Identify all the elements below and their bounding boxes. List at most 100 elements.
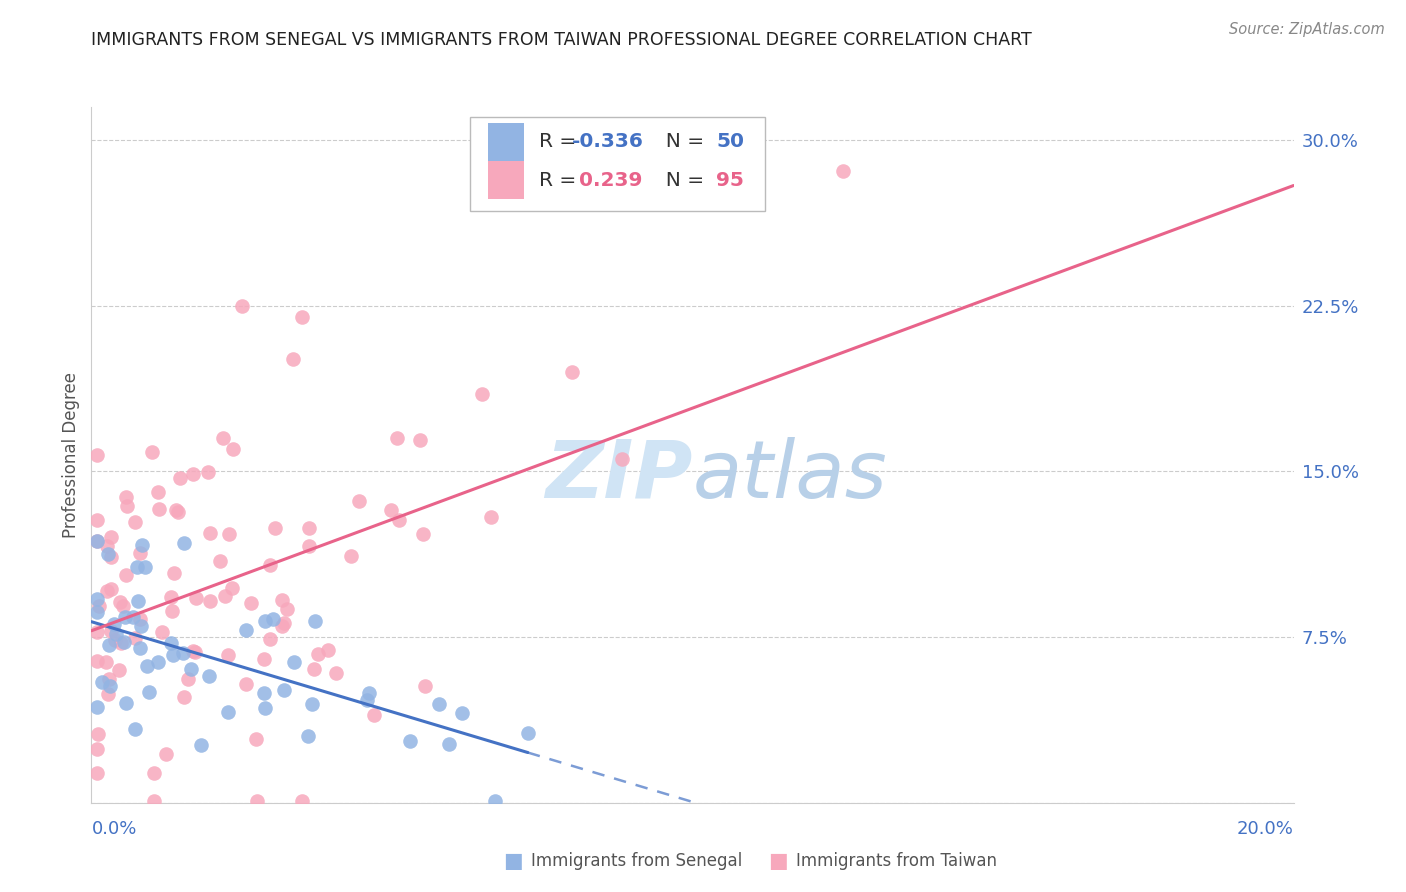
Point <box>124 632 146 646</box>
Point <box>131 619 153 633</box>
Point <box>131 538 153 552</box>
Point <box>356 692 378 706</box>
Point <box>212 431 235 445</box>
Point <box>231 299 253 313</box>
Point <box>100 624 122 638</box>
Point <box>304 615 326 629</box>
Point <box>271 592 294 607</box>
Text: N =: N = <box>652 170 710 190</box>
Point <box>146 655 169 669</box>
Point <box>190 739 212 753</box>
FancyBboxPatch shape <box>470 118 765 211</box>
Point <box>115 491 138 505</box>
Point <box>114 609 136 624</box>
Point <box>831 164 853 178</box>
Text: Source: ZipAtlas.com: Source: ZipAtlas.com <box>1229 22 1385 37</box>
Point <box>283 655 305 669</box>
Point <box>340 549 363 563</box>
Point <box>98 679 121 693</box>
Point <box>104 627 127 641</box>
Point <box>96 655 118 669</box>
Point <box>134 559 156 574</box>
Point <box>479 510 502 524</box>
Point <box>218 705 240 719</box>
Point <box>136 658 159 673</box>
Point <box>103 617 125 632</box>
Point <box>283 352 305 367</box>
Point <box>253 652 276 666</box>
Point <box>222 442 245 456</box>
Point <box>166 505 188 519</box>
Point <box>427 697 450 711</box>
Point <box>181 644 204 658</box>
Point <box>97 547 120 561</box>
Text: ■: ■ <box>503 851 523 871</box>
Text: R =: R = <box>538 132 582 152</box>
Text: 0.0%: 0.0% <box>91 821 136 838</box>
Point <box>484 794 506 808</box>
Point <box>412 526 434 541</box>
Point <box>125 559 148 574</box>
Point <box>104 632 127 647</box>
Point <box>165 502 187 516</box>
Point <box>129 641 152 656</box>
Text: atlas: atlas <box>692 437 887 515</box>
Point <box>240 596 263 610</box>
Bar <box>488 161 524 199</box>
Text: N =: N = <box>652 132 710 152</box>
Point <box>273 615 295 630</box>
Point <box>262 612 284 626</box>
Point <box>291 310 314 324</box>
Y-axis label: Professional Degree: Professional Degree <box>62 372 80 538</box>
Point <box>86 534 108 549</box>
Bar <box>488 123 524 161</box>
Point <box>439 737 461 751</box>
Point <box>217 648 239 663</box>
Point <box>172 646 194 660</box>
Point <box>159 590 181 604</box>
Text: 0.239: 0.239 <box>572 170 643 190</box>
Point <box>143 794 166 808</box>
Point <box>86 699 108 714</box>
Point <box>380 503 402 517</box>
Point <box>115 696 138 710</box>
Point <box>155 747 177 761</box>
Text: Immigrants from Senegal: Immigrants from Senegal <box>531 852 742 870</box>
Point <box>162 648 184 663</box>
Text: 95: 95 <box>717 170 744 190</box>
Point <box>516 726 538 740</box>
Point <box>160 636 183 650</box>
Point <box>86 727 108 741</box>
Point <box>273 683 295 698</box>
Point <box>253 614 276 628</box>
Point <box>180 661 202 675</box>
Point <box>235 623 257 637</box>
Point <box>114 568 136 582</box>
Point <box>363 708 385 723</box>
Point <box>86 592 108 607</box>
Point <box>198 525 221 540</box>
Point <box>86 448 108 462</box>
Point <box>97 672 120 686</box>
Point <box>150 625 173 640</box>
Text: 50: 50 <box>717 132 745 152</box>
Text: ZIP: ZIP <box>546 437 692 515</box>
Point <box>181 467 204 481</box>
Point <box>86 534 108 549</box>
Point <box>209 553 232 567</box>
Point <box>398 734 420 748</box>
Point <box>271 618 294 632</box>
Point <box>111 599 134 613</box>
Point <box>184 591 207 605</box>
Point <box>122 610 145 624</box>
Text: IMMIGRANTS FROM SENEGAL VS IMMIGRANTS FROM TAIWAN PROFESSIONAL DEGREE CORRELATIO: IMMIGRANTS FROM SENEGAL VS IMMIGRANTS FR… <box>91 31 1032 49</box>
Point <box>100 550 122 565</box>
Point <box>148 502 170 516</box>
Point <box>184 645 207 659</box>
Point <box>253 686 276 700</box>
Text: Immigrants from Taiwan: Immigrants from Taiwan <box>796 852 997 870</box>
Point <box>87 599 110 613</box>
Point <box>413 679 436 693</box>
Point <box>316 643 339 657</box>
Point <box>451 706 474 720</box>
